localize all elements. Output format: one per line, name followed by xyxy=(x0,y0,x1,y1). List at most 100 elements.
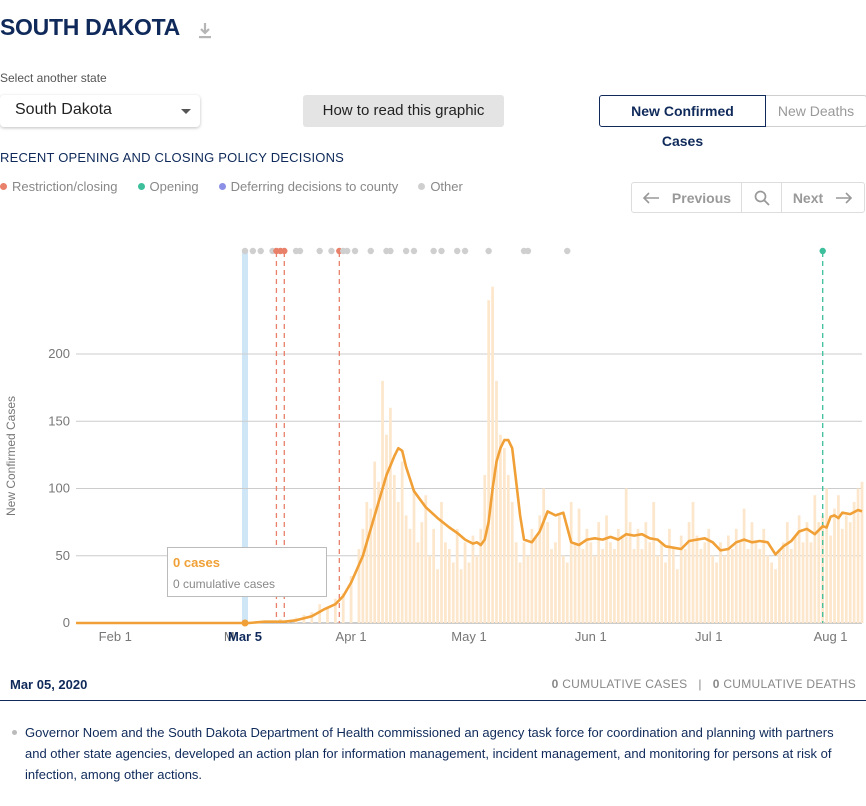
daily-case-bar xyxy=(750,522,754,623)
daily-case-bar xyxy=(577,508,581,623)
daily-case-bar xyxy=(420,522,424,623)
daily-case-bar xyxy=(365,501,369,623)
daily-case-bar xyxy=(793,535,797,623)
next-button[interactable]: Next xyxy=(782,183,864,212)
daily-case-bar xyxy=(609,542,612,623)
daily-case-bar xyxy=(616,528,620,623)
daily-case-bar xyxy=(377,481,380,623)
policy-marker xyxy=(454,247,461,255)
daily-case-bar xyxy=(471,535,475,623)
daily-case-bar xyxy=(424,495,428,623)
daily-case-bar xyxy=(624,488,628,623)
daily-case-bar xyxy=(506,475,510,623)
daily-case-bar xyxy=(385,434,388,623)
download-icon[interactable] xyxy=(195,20,215,42)
daily-case-bar xyxy=(829,535,832,623)
daily-case-bar xyxy=(785,522,789,623)
cases-chart[interactable]: 0 50 100 150 200 New Confirmed Cases Feb 1 MMar… xyxy=(0,236,866,656)
policy-marker xyxy=(249,247,257,255)
daily-case-bar xyxy=(734,528,738,623)
how-to-read-button[interactable]: How to read this graphic xyxy=(303,95,504,127)
policy-marker xyxy=(524,247,532,255)
y-tick-label: 150 xyxy=(48,413,70,428)
daily-case-bar xyxy=(833,508,836,623)
seven-day-average-line xyxy=(76,438,863,625)
daily-case-bar xyxy=(404,515,408,623)
policy-marker xyxy=(438,247,445,255)
y-tick-label: 0 xyxy=(63,615,70,630)
daily-case-bar xyxy=(369,508,373,623)
daily-case-bar xyxy=(813,495,817,623)
daily-case-bar xyxy=(628,522,632,623)
search-button[interactable] xyxy=(742,183,782,212)
state-select[interactable]: South Dakota xyxy=(0,95,200,127)
daily-case-bar xyxy=(447,549,451,623)
daily-case-bar xyxy=(789,549,793,623)
daily-case-bar xyxy=(416,542,420,623)
daily-case-bar xyxy=(534,535,538,623)
daily-case-bar xyxy=(581,549,585,623)
daily-case-bar xyxy=(408,528,412,623)
x-tick-label: M xyxy=(224,629,235,644)
daily-case-bar xyxy=(727,535,730,623)
daily-case-bar xyxy=(691,501,695,623)
daily-case-bar xyxy=(668,528,671,623)
daily-case-bar xyxy=(601,549,604,623)
daily-case-bar xyxy=(840,528,844,623)
daily-case-bar xyxy=(758,549,762,623)
daily-case-bar xyxy=(491,286,494,623)
daily-case-bar xyxy=(762,528,766,623)
daily-case-bar xyxy=(451,562,455,623)
daily-case-bar xyxy=(483,475,487,623)
daily-case-bar xyxy=(719,542,722,623)
tab-new-confirmed-cases[interactable]: New Confirmed Cases xyxy=(599,95,766,149)
daily-case-bar xyxy=(856,488,860,623)
daily-case-bar xyxy=(436,569,439,623)
legend-item-restriction: Restriction/closing xyxy=(0,179,118,194)
daily-case-bar xyxy=(514,542,518,623)
daily-case-bar xyxy=(805,522,809,623)
policy-section-title: RECENT OPENING AND CLOSING POLICY DECISI… xyxy=(0,150,345,165)
daily-case-bar xyxy=(730,549,734,623)
daily-case-bar xyxy=(742,508,746,623)
daily-case-bar xyxy=(538,515,542,623)
daily-case-bar xyxy=(695,535,699,623)
policy-marker xyxy=(410,247,418,255)
selected-point xyxy=(241,619,249,627)
selected-date: Mar 05, 2020 xyxy=(10,677,88,692)
daily-case-bar xyxy=(597,522,601,623)
daily-case-bar xyxy=(723,555,726,623)
cumulative-deaths-label: CUMULATIVE DEATHS xyxy=(723,677,856,691)
policy-marker xyxy=(281,247,288,255)
tab-new-deaths[interactable]: New Deaths xyxy=(766,95,866,127)
daily-case-bar xyxy=(782,542,785,623)
daily-case-bar xyxy=(546,522,549,623)
daily-case-bar xyxy=(711,555,715,623)
daily-case-bar xyxy=(848,522,852,623)
daily-case-bar xyxy=(396,501,400,623)
daily-case-bar xyxy=(754,542,758,623)
cumulative-stats: 0 CUMULATIVE CASES | 0 CUMULATIVE DEATHS xyxy=(552,677,856,691)
daily-case-bar xyxy=(318,604,322,623)
previous-button[interactable]: Previous xyxy=(632,183,742,212)
daily-case-bar xyxy=(613,549,616,623)
daily-case-bar xyxy=(679,535,683,623)
policy-marker xyxy=(316,247,323,255)
y-axis-label: New Confirmed Cases xyxy=(4,396,18,516)
daily-case-bar xyxy=(392,475,396,623)
daily-case-bar xyxy=(770,562,773,623)
daily-case-bar xyxy=(412,488,416,623)
daily-case-bar xyxy=(444,542,447,623)
daily-case-bar xyxy=(518,562,522,623)
legend-item-deferring: Deferring decisions to county xyxy=(218,179,398,194)
chevron-down-icon xyxy=(181,109,191,114)
daily-case-bar xyxy=(502,448,506,623)
policy-marker xyxy=(241,247,249,255)
policy-pager: Previous Next xyxy=(631,182,865,213)
policy-marker xyxy=(367,247,374,255)
daily-case-bar xyxy=(707,528,711,623)
daily-case-bar xyxy=(479,528,483,623)
daily-case-bar xyxy=(801,542,805,623)
daily-case-bar xyxy=(573,542,577,623)
x-tick-label: May 1 xyxy=(451,629,486,644)
